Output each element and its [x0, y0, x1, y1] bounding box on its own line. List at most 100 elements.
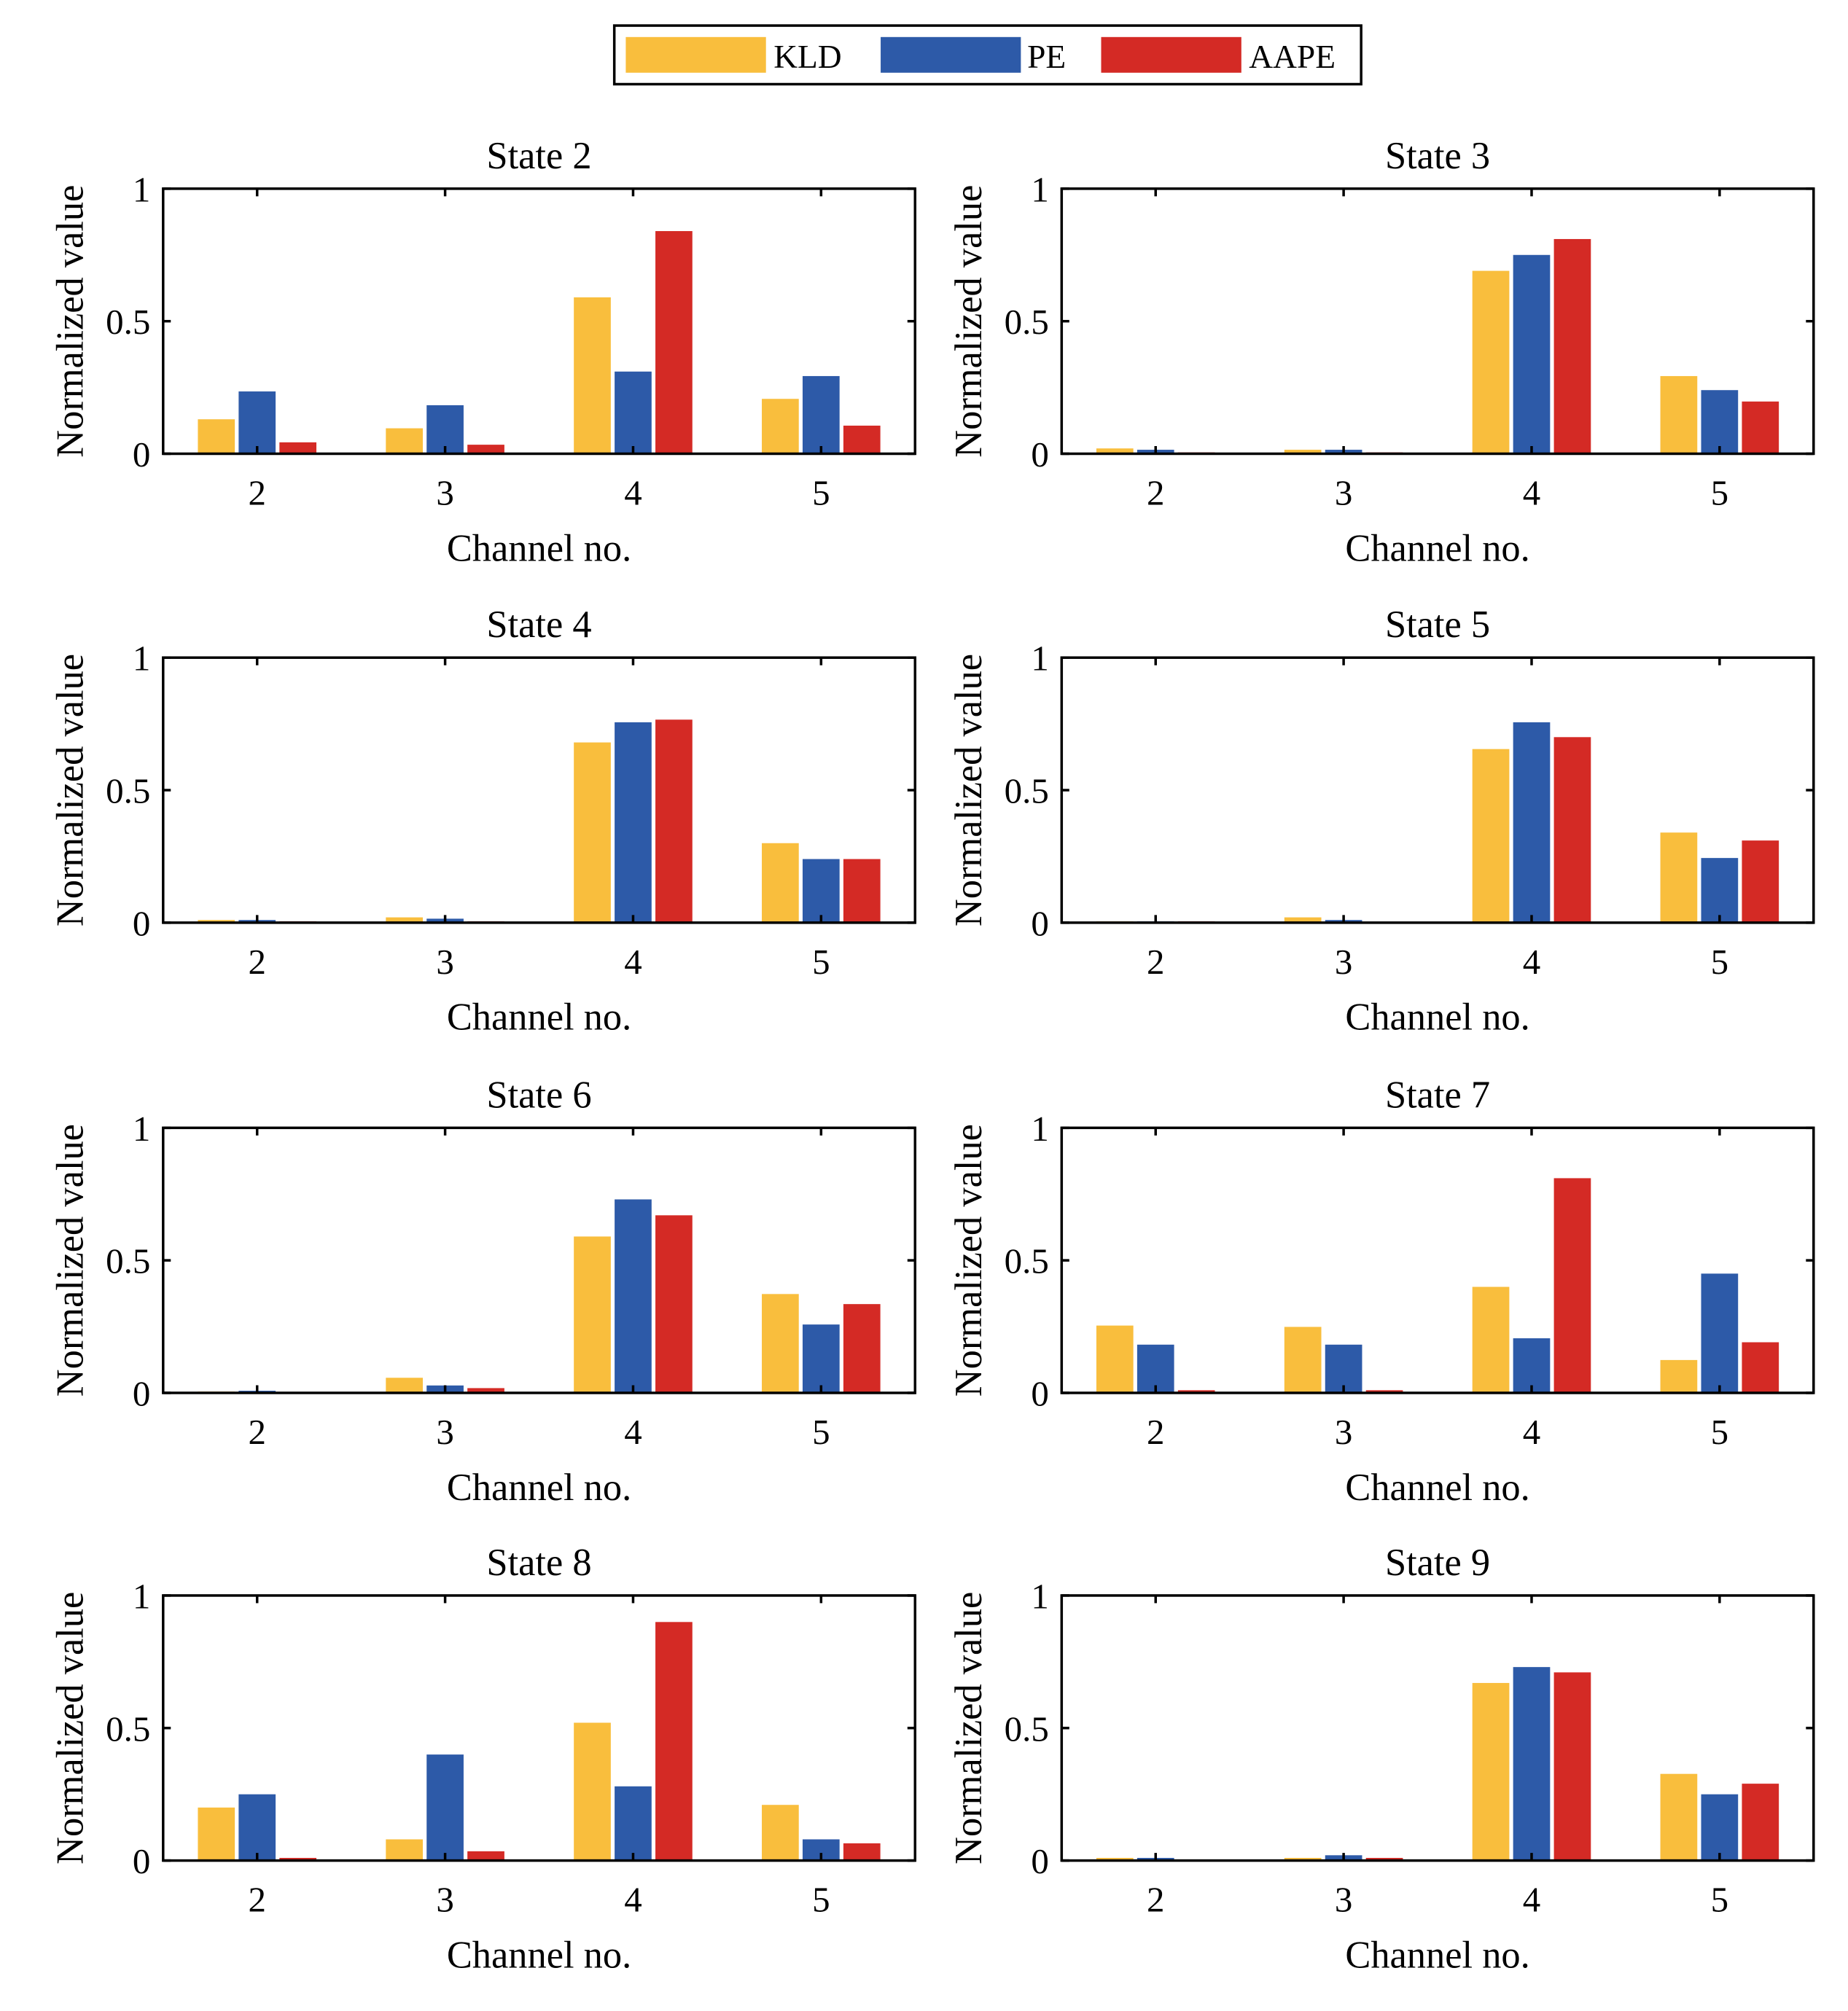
axes-box	[162, 1594, 917, 1862]
y-tick-label: 1	[133, 639, 150, 679]
bar-pe-ch4	[1513, 254, 1551, 454]
bar-kld-ch5	[762, 1294, 799, 1393]
bar-aape-ch4	[1553, 737, 1591, 923]
x-axis-label: Channel no.	[1345, 527, 1529, 569]
x-tick-label: 3	[436, 1412, 453, 1452]
y-tick-label: 0.5	[1005, 771, 1049, 811]
y-tick-label: 1	[133, 1109, 150, 1149]
y-tick-label: 0	[133, 903, 150, 943]
bar-kld-ch5	[762, 843, 799, 923]
bar-aape-ch4	[1553, 238, 1591, 454]
y-tick-label: 0	[1031, 1373, 1048, 1413]
bar-pe-ch2	[1137, 1344, 1174, 1393]
bar-kld-ch2	[1096, 448, 1134, 454]
y-axis-label: Normalized value	[948, 185, 990, 458]
bar-aape-ch5	[1742, 1342, 1779, 1393]
legend-swatch-kld	[625, 36, 766, 73]
y-tick-label: 0	[1031, 903, 1048, 943]
x-tick-label: 3	[1335, 942, 1352, 982]
y-tick-label: 0	[1031, 434, 1048, 475]
bar-aape-ch5	[843, 1843, 881, 1861]
x-axis-label: Channel no.	[447, 996, 631, 1039]
y-tick-label: 1	[1031, 1109, 1048, 1149]
legend-label-pe: PE	[1027, 38, 1066, 75]
x-tick-label: 5	[812, 1880, 830, 1920]
bar-kld-ch2	[1096, 1857, 1134, 1861]
y-tick-label: 0.5	[106, 1709, 150, 1749]
bar-kld-ch4	[1472, 1682, 1510, 1861]
x-tick-label: 3	[436, 942, 453, 982]
x-tick-label: 2	[248, 472, 265, 512]
y-tick-label: 1	[133, 169, 150, 209]
bar-kld-ch5	[1660, 1773, 1698, 1861]
bar-pe-ch5	[802, 859, 840, 923]
panel-state-5: State 5 0 0.5 1 2 3 4 5 Channel no. Normalized va…	[948, 604, 1815, 1039]
bar-aape-ch5	[843, 1304, 881, 1393]
bar-aape-ch4	[1553, 1178, 1591, 1393]
legend-swatch-aape	[1101, 36, 1241, 73]
bar-kld-ch3	[1284, 1857, 1322, 1861]
bar-pe-ch4	[1513, 722, 1551, 923]
bar-kld-ch3	[1284, 917, 1322, 923]
x-tick-label: 2	[1147, 1880, 1164, 1920]
bar-pe-ch5	[802, 375, 840, 454]
panel-title: State 5	[1385, 604, 1490, 646]
bar-pe-ch4	[1513, 1667, 1551, 1861]
y-tick-label: 1	[1031, 169, 1048, 209]
bar-aape-ch4	[655, 231, 693, 454]
panel-title: State 7	[1385, 1074, 1490, 1116]
x-tick-label: 5	[1711, 472, 1728, 512]
x-tick-label: 5	[812, 942, 830, 982]
x-tick-label: 5	[812, 1412, 830, 1452]
panel-title: State 6	[486, 1074, 591, 1116]
bar-aape-ch5	[843, 859, 881, 923]
y-axis-label: Normalized value	[948, 654, 990, 926]
x-axis-label: Channel no.	[447, 527, 631, 569]
bar-aape-ch3	[1365, 1390, 1403, 1393]
x-tick-label: 2	[248, 942, 265, 982]
panel-state-3: State 3 0 0.5 1 2 3 4 5 Channel no. Normalized va…	[948, 135, 1815, 569]
bar-pe-ch2	[238, 1794, 276, 1861]
bar-pe-ch5	[1701, 858, 1739, 923]
panel-state-9: State 9 0 0.5 1 2 3 4 5 Channel no. Normalized va…	[948, 1542, 1815, 1976]
bar-kld-ch4	[1472, 749, 1510, 923]
axes-box	[1060, 1126, 1815, 1394]
x-tick-label: 4	[1523, 1880, 1540, 1920]
x-tick-label: 2	[1147, 472, 1164, 512]
axes-box	[1060, 1594, 1815, 1862]
x-tick-label: 4	[624, 1880, 642, 1920]
y-tick-label: 1	[1031, 1576, 1048, 1616]
legend-label-kld: KLD	[773, 38, 841, 75]
bar-kld-ch4	[1472, 1286, 1510, 1393]
bar-pe-ch3	[1325, 1344, 1362, 1393]
x-tick-label: 2	[1147, 1412, 1164, 1452]
bar-kld-ch3	[386, 1378, 423, 1393]
bar-kld-ch2	[198, 1807, 235, 1861]
x-tick-label: 3	[1335, 1412, 1352, 1452]
y-tick-label: 0.5	[106, 302, 150, 342]
bar-kld-ch4	[574, 1236, 611, 1393]
x-axis-label: Channel no.	[1345, 996, 1529, 1039]
x-tick-label: 5	[812, 472, 830, 512]
bar-pe-ch5	[802, 1324, 840, 1393]
bar-kld-ch3	[1284, 1327, 1322, 1393]
bar-aape-ch3	[467, 1388, 504, 1393]
bar-aape-ch5	[1742, 1784, 1779, 1861]
bar-kld-ch5	[1660, 832, 1698, 923]
y-axis-label: Normalized value	[50, 185, 92, 458]
bar-pe-ch5	[1701, 1794, 1739, 1861]
axes-box	[1060, 187, 1815, 456]
bar-kld-ch3	[1284, 450, 1322, 454]
y-tick-label: 0.5	[106, 1241, 150, 1281]
y-tick-label: 0	[133, 1841, 150, 1881]
axes-box	[1060, 656, 1815, 924]
x-axis-label: Channel no.	[1345, 1467, 1529, 1509]
bar-aape-ch4	[655, 1622, 693, 1861]
y-tick-label: 1	[133, 1576, 150, 1616]
y-axis-label: Normalized value	[50, 1124, 92, 1397]
x-tick-label: 4	[1523, 1412, 1540, 1452]
x-tick-label: 5	[1711, 1412, 1728, 1452]
y-tick-label: 0.5	[1005, 302, 1049, 342]
panel-state-2: State 2 0 0.5 1 2 3 4 5 Channel no. Normalized va…	[50, 135, 917, 569]
x-tick-label: 5	[1711, 942, 1728, 982]
